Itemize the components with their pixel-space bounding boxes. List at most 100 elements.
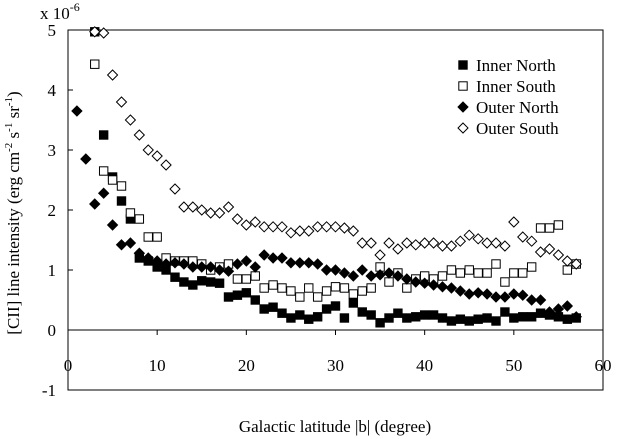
data-point	[204, 207, 217, 219]
data-point	[178, 201, 190, 213]
data-point	[419, 310, 430, 320]
data-point	[473, 268, 483, 278]
data-point	[392, 243, 404, 255]
data-point	[312, 312, 323, 322]
series-outer-north	[71, 105, 582, 323]
data-point	[356, 237, 368, 249]
data-point	[213, 264, 226, 276]
data-point	[437, 271, 448, 281]
axis-ticks: 0 10 20 30 40 50 60 -1 0 1 2 3 4 5	[42, 21, 612, 400]
y-axis-title: [CII] line intensity (erg cm-2 s-1 sr-1)	[3, 91, 23, 334]
data-point	[169, 257, 181, 269]
x-tick-label: 50	[505, 356, 522, 375]
data-point	[339, 313, 350, 323]
data-point	[214, 278, 225, 288]
data-point	[89, 198, 101, 210]
data-point	[286, 313, 296, 323]
x-tick-label: 10	[149, 356, 166, 375]
data-point	[508, 216, 520, 228]
data-point	[570, 311, 582, 323]
data-point	[213, 207, 226, 219]
data-point	[463, 288, 475, 300]
data-point	[232, 290, 243, 300]
data-point	[518, 312, 528, 322]
legend-marker	[457, 122, 469, 134]
data-point	[472, 287, 484, 299]
y-axis-title-mid: s	[4, 132, 23, 143]
y-tick-label: -1	[42, 381, 56, 400]
data-point	[124, 114, 137, 126]
data-point	[277, 308, 287, 318]
data-point	[401, 237, 413, 249]
data-point	[133, 247, 146, 259]
data-point	[427, 279, 440, 291]
data-point	[357, 307, 367, 317]
data-point	[178, 258, 190, 270]
data-point	[232, 274, 243, 284]
legend-marker	[458, 81, 468, 91]
x-tick-label: 30	[327, 356, 344, 375]
data-point	[437, 313, 448, 323]
data-point	[188, 280, 198, 290]
data-point	[268, 280, 278, 290]
data-point	[231, 213, 244, 225]
data-point	[410, 276, 422, 288]
data-point	[436, 281, 449, 293]
data-point	[179, 277, 189, 287]
data-point	[454, 235, 467, 247]
data-point	[90, 59, 100, 69]
x-tick-label: 0	[64, 356, 73, 375]
data-point	[115, 239, 128, 251]
data-point	[562, 314, 573, 324]
data-point	[491, 259, 501, 269]
data-point	[517, 231, 529, 243]
data-point	[267, 252, 279, 264]
data-point	[304, 314, 314, 324]
data-point	[321, 286, 332, 296]
data-point	[454, 285, 467, 297]
data-point	[534, 246, 547, 258]
data-point	[196, 261, 208, 273]
data-point	[160, 159, 172, 171]
y-multiplier-exp: -6	[70, 0, 80, 14]
data-point	[196, 204, 208, 216]
y-tick-label: 1	[48, 261, 57, 280]
data-point	[561, 255, 574, 267]
legend-marker	[458, 60, 468, 70]
data-point	[259, 304, 269, 314]
data-point	[446, 265, 457, 275]
data-point	[222, 201, 235, 213]
data-point	[543, 243, 556, 255]
data-point	[267, 221, 279, 233]
data-point	[286, 286, 296, 296]
data-point	[240, 255, 253, 267]
data-point	[330, 301, 341, 311]
data-point	[481, 237, 493, 249]
data-point	[393, 308, 403, 318]
data-point	[561, 300, 574, 312]
data-point	[204, 261, 217, 273]
data-point	[223, 292, 234, 302]
data-point	[534, 294, 547, 306]
y-axis-title-sup2: -1	[3, 123, 15, 132]
data-point	[446, 316, 457, 326]
data-point	[311, 221, 324, 233]
y-axis-title-main: [CII] line intensity (erg cm	[4, 152, 23, 335]
legend-label: Outer North	[476, 98, 559, 117]
y-multiplier-base: x 10	[40, 4, 70, 23]
data-point	[169, 183, 181, 195]
data-point	[445, 240, 458, 252]
data-point	[152, 232, 162, 242]
data-point	[464, 265, 474, 275]
data-point	[294, 257, 306, 269]
data-point	[98, 166, 109, 176]
data-point	[509, 268, 519, 278]
data-point	[348, 289, 359, 299]
data-point	[329, 221, 342, 233]
data-point	[482, 313, 492, 323]
data-point	[411, 312, 421, 322]
data-point	[142, 252, 154, 264]
data-point	[455, 268, 466, 278]
data-point	[535, 308, 546, 318]
